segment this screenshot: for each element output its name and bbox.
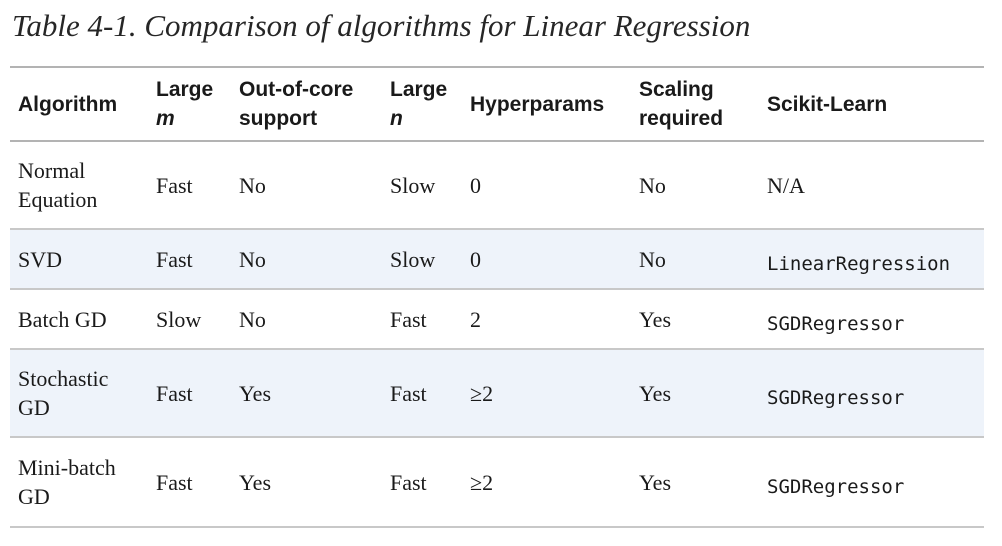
- cell-large-n: Fast: [382, 437, 462, 528]
- cell-hyperparams: ≥2: [462, 437, 631, 528]
- cell-algorithm-line1: Mini-batch: [18, 455, 116, 480]
- header-hyperparams: Hyperparams: [462, 66, 631, 142]
- header-hyperparams-label: Hyperparams: [470, 92, 605, 116]
- cell-large-m: Fast: [148, 349, 231, 438]
- header-scaling-line1: Scaling: [639, 78, 714, 101]
- table-caption: Table 4-1. Comparison of algorithms for …: [12, 8, 751, 43]
- cell-large-m: Fast: [148, 437, 231, 528]
- header-algorithm-label: Algorithm: [18, 92, 118, 116]
- table-row: Normal Equation Fast No Slow 0 No N/A: [10, 141, 984, 230]
- cell-scaling: Yes: [631, 289, 759, 350]
- table-row: SVD Fast No Slow 0 No LinearRegression: [10, 229, 984, 290]
- cell-algorithm-line2: Equation: [18, 187, 98, 212]
- cell-scikit-learn: SGDRegressor: [759, 289, 984, 350]
- header-out-of-core-line2: support: [239, 107, 318, 130]
- header-out-of-core: Out-of-core support: [231, 66, 382, 142]
- cell-scaling: Yes: [631, 349, 759, 438]
- cell-out-of-core: Yes: [231, 349, 382, 438]
- cell-algorithm: Batch GD: [10, 289, 148, 350]
- table-row: Stochastic GD Fast Yes Fast ≥2 Yes SGDReg…: [10, 349, 984, 438]
- cell-algorithm-line1: Normal: [18, 158, 86, 183]
- cell-large-m: Fast: [148, 229, 231, 290]
- cell-large-n: Fast: [382, 349, 462, 438]
- header-large-m: Large m: [148, 66, 231, 142]
- header-out-of-core-line1: Out-of-core: [239, 78, 354, 101]
- cell-algorithm: SVD: [10, 229, 148, 290]
- cell-scaling: Yes: [631, 437, 759, 528]
- header-row: Algorithm Large m Out-of-core support Larg…: [10, 66, 984, 142]
- cell-hyperparams: 0: [462, 229, 631, 290]
- cell-out-of-core: Yes: [231, 437, 382, 528]
- table-header: Algorithm Large m Out-of-core support Larg…: [10, 66, 984, 142]
- cell-algorithm-line2: GD: [18, 484, 50, 509]
- header-large-n-var: n: [390, 107, 403, 130]
- comparison-table: Algorithm Large m Out-of-core support Larg…: [10, 66, 984, 528]
- header-scikit-learn-label: Scikit-Learn: [767, 92, 888, 116]
- header-large-n: Large n: [382, 66, 462, 142]
- header-algorithm: Algorithm: [10, 66, 148, 142]
- cell-large-n: Fast: [382, 289, 462, 350]
- table-body: Normal Equation Fast No Slow 0 No N/A SVD…: [10, 141, 984, 528]
- cell-scikit-learn: N/A: [759, 141, 984, 230]
- cell-hyperparams: 2: [462, 289, 631, 350]
- cell-large-m: Slow: [148, 289, 231, 350]
- cell-out-of-core: No: [231, 229, 382, 290]
- table-row: Batch GD Slow No Fast 2 Yes SGDRegressor: [10, 289, 984, 350]
- header-scaling: Scaling required: [631, 66, 759, 142]
- cell-algorithm-line2: GD: [18, 395, 50, 420]
- header-scikit-learn: Scikit-Learn: [759, 66, 984, 142]
- cell-scikit-learn: SGDRegressor: [759, 349, 984, 438]
- header-scaling-line2: required: [639, 107, 724, 130]
- cell-scaling: No: [631, 141, 759, 230]
- cell-algorithm: Stochastic GD: [10, 349, 148, 438]
- cell-hyperparams: 0: [462, 141, 631, 230]
- header-large-m-var: m: [156, 107, 175, 130]
- cell-large-n: Slow: [382, 229, 462, 290]
- cell-hyperparams: ≥2: [462, 349, 631, 438]
- cell-algorithm: Mini-batch GD: [10, 437, 148, 528]
- cell-scikit-learn: LinearRegression: [759, 229, 984, 290]
- table-row: Mini-batch GD Fast Yes Fast ≥2 Yes SGDReg…: [10, 437, 984, 528]
- header-large-n-prefix: Large: [390, 78, 448, 101]
- header-large-m-prefix: Large: [156, 78, 214, 101]
- cell-algorithm-line1: Stochastic: [18, 366, 109, 391]
- cell-large-m: Fast: [148, 141, 231, 230]
- cell-out-of-core: No: [231, 289, 382, 350]
- cell-out-of-core: No: [231, 141, 382, 230]
- cell-scaling: No: [631, 229, 759, 290]
- cell-large-n: Slow: [382, 141, 462, 230]
- cell-algorithm: Normal Equation: [10, 141, 148, 230]
- cell-scikit-learn: SGDRegressor: [759, 437, 984, 528]
